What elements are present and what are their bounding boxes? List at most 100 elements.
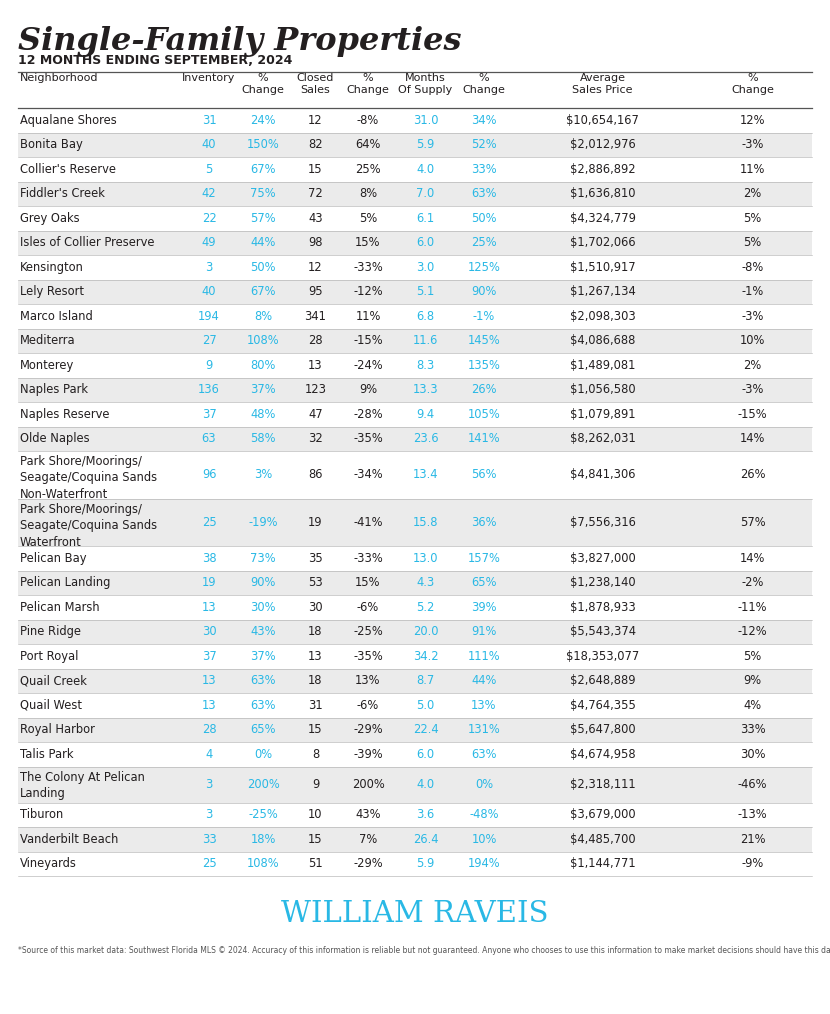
Text: 57%: 57%	[740, 516, 765, 528]
Text: -35%: -35%	[353, 650, 383, 663]
Text: Pine Ridge: Pine Ridge	[20, 626, 81, 638]
Text: 15.8: 15.8	[413, 516, 438, 528]
Text: 4.0: 4.0	[417, 778, 435, 791]
Text: 67%: 67%	[251, 285, 276, 298]
Text: 31: 31	[202, 114, 217, 127]
Text: 32: 32	[308, 432, 323, 445]
Text: Park Shore/Moorings/
Seagate/Coquina Sands
Non-Waterfront: Park Shore/Moorings/ Seagate/Coquina San…	[20, 455, 157, 501]
Text: $4,841,306: $4,841,306	[569, 468, 635, 482]
Text: 5.9: 5.9	[417, 138, 435, 151]
Text: -29%: -29%	[354, 857, 383, 870]
Text: -12%: -12%	[738, 626, 767, 638]
Text: -46%: -46%	[738, 778, 767, 791]
Text: Isles of Collier Preserve: Isles of Collier Preserve	[20, 236, 154, 249]
Text: *Source of this market data: Southwest Florida MLS © 2024. Accuracy of this info: *Source of this market data: Southwest F…	[18, 946, 830, 955]
Text: 3.0: 3.0	[417, 261, 435, 274]
Text: 10%: 10%	[471, 832, 496, 846]
Text: -25%: -25%	[248, 808, 278, 821]
Text: The Colony At Pelican
Landing: The Colony At Pelican Landing	[20, 771, 145, 800]
Text: $2,012,976: $2,012,976	[569, 138, 636, 151]
Text: -15%: -15%	[738, 408, 767, 421]
Text: Closed
Sales: Closed Sales	[297, 73, 334, 95]
Text: -25%: -25%	[353, 626, 383, 638]
Text: 150%: 150%	[247, 138, 280, 151]
Text: 25: 25	[202, 857, 217, 870]
Text: 49: 49	[202, 236, 217, 249]
Text: 5%: 5%	[744, 212, 762, 225]
Text: %
Change: % Change	[731, 73, 774, 95]
Text: 5%: 5%	[359, 212, 377, 225]
Text: $4,086,688: $4,086,688	[570, 335, 635, 347]
Text: 135%: 135%	[467, 359, 500, 372]
Text: 108%: 108%	[247, 857, 280, 870]
Text: 141%: 141%	[467, 432, 500, 445]
Text: 3: 3	[205, 261, 212, 274]
Text: 50%: 50%	[471, 212, 496, 225]
Text: Olde Naples: Olde Naples	[20, 432, 90, 445]
Text: 13.4: 13.4	[413, 468, 438, 482]
Text: 28: 28	[202, 723, 217, 736]
Bar	[18, 668, 812, 693]
Text: Inventory: Inventory	[183, 73, 236, 83]
Text: Bonita Bay: Bonita Bay	[20, 138, 83, 151]
Text: 63: 63	[202, 432, 217, 445]
Text: -41%: -41%	[354, 516, 383, 528]
Text: 5.1: 5.1	[417, 285, 435, 298]
Text: -33%: -33%	[353, 261, 383, 274]
Text: $1,079,891: $1,079,891	[569, 408, 635, 421]
Text: 5%: 5%	[744, 236, 762, 249]
Text: 72: 72	[308, 188, 323, 200]
Text: Pelican Landing: Pelican Landing	[20, 576, 110, 589]
Text: -9%: -9%	[741, 857, 764, 870]
Text: Naples Park: Naples Park	[20, 383, 88, 396]
Text: 37: 37	[202, 650, 217, 663]
Text: -3%: -3%	[741, 309, 764, 322]
Text: 30%: 30%	[251, 600, 276, 613]
Text: Royal Harbor: Royal Harbor	[20, 723, 95, 736]
Text: 5.2: 5.2	[417, 600, 435, 613]
Text: Neighborhood: Neighborhood	[20, 73, 99, 83]
Text: 125%: 125%	[467, 261, 500, 274]
Text: -19%: -19%	[248, 516, 278, 528]
Text: 7%: 7%	[359, 832, 377, 846]
Text: 18: 18	[308, 626, 323, 638]
Text: 123: 123	[305, 383, 326, 396]
Text: -48%: -48%	[469, 808, 499, 821]
Text: %
Change: % Change	[242, 73, 285, 95]
Bar	[18, 182, 812, 206]
Text: -33%: -33%	[353, 552, 383, 565]
Text: 36%: 36%	[471, 516, 496, 528]
Text: 98: 98	[308, 236, 323, 249]
Text: 6.1: 6.1	[417, 212, 435, 225]
Text: 30%: 30%	[740, 747, 765, 760]
Text: $3,827,000: $3,827,000	[569, 552, 636, 565]
Text: 26%: 26%	[471, 383, 496, 396]
Text: 108%: 108%	[247, 335, 280, 347]
Text: Fiddler's Creek: Fiddler's Creek	[20, 188, 105, 200]
Text: 95: 95	[308, 285, 323, 298]
Text: -8%: -8%	[741, 261, 764, 274]
Text: 80%: 80%	[251, 359, 276, 372]
Text: 39%: 39%	[471, 600, 496, 613]
Text: 15: 15	[308, 163, 323, 175]
Text: 9: 9	[312, 778, 319, 791]
Text: 91%: 91%	[471, 626, 496, 638]
Text: Monterey: Monterey	[20, 359, 74, 372]
Text: Talis Park: Talis Park	[20, 747, 74, 760]
Text: 38: 38	[202, 552, 217, 565]
Text: $2,648,889: $2,648,889	[569, 674, 635, 687]
Text: 86: 86	[308, 468, 323, 482]
Text: 53: 53	[308, 576, 323, 589]
Text: 4.3: 4.3	[417, 576, 435, 589]
Bar	[18, 230, 812, 255]
Bar	[18, 827, 812, 852]
Text: 63%: 63%	[251, 674, 276, 687]
Text: 12: 12	[308, 114, 323, 127]
Text: 34.2: 34.2	[413, 650, 438, 663]
Text: $1,489,081: $1,489,081	[570, 359, 635, 372]
Text: 33: 33	[202, 832, 217, 846]
Text: Marco Island: Marco Island	[20, 309, 93, 322]
Text: -29%: -29%	[354, 723, 383, 736]
Text: 13.0: 13.0	[413, 552, 438, 565]
Text: 8%: 8%	[359, 188, 377, 200]
